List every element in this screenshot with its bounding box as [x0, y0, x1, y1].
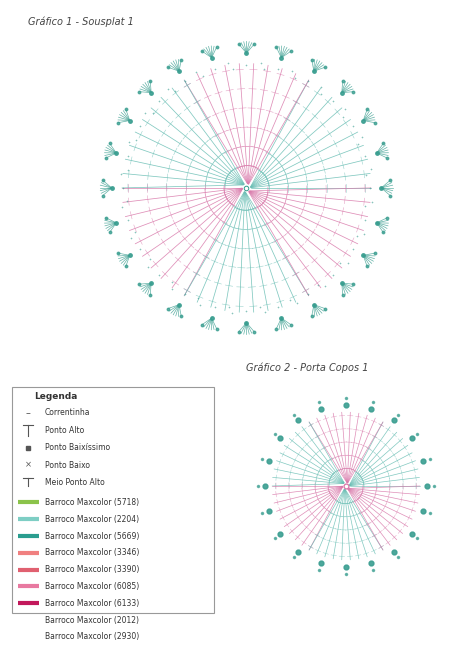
FancyBboxPatch shape: [11, 387, 214, 613]
Text: Barroco Maxcolor (3346): Barroco Maxcolor (3346): [45, 548, 139, 557]
Text: Barroco Maxcolor (6085): Barroco Maxcolor (6085): [45, 582, 139, 591]
Text: Ponto Baixíssimo: Ponto Baixíssimo: [45, 443, 110, 452]
Text: –: –: [26, 408, 31, 418]
Text: Barroco Maxcolor (2204): Barroco Maxcolor (2204): [45, 515, 139, 524]
Text: Legenda: Legenda: [35, 391, 78, 400]
Text: Barroco Maxcolor (2012): Barroco Maxcolor (2012): [45, 616, 139, 625]
Text: Barroco Maxcolor (3390): Barroco Maxcolor (3390): [45, 565, 139, 574]
Text: Barroco Maxcolor (6133): Barroco Maxcolor (6133): [45, 599, 139, 608]
Text: ×: ×: [25, 461, 32, 470]
Text: Barroco Maxcolor (5669): Barroco Maxcolor (5669): [45, 531, 139, 540]
Text: Gráfico 2 - Porta Copos 1: Gráfico 2 - Porta Copos 1: [246, 363, 369, 373]
Text: Barroco Maxcolor (5718): Barroco Maxcolor (5718): [45, 498, 139, 507]
Text: Meio Ponto Alto: Meio Ponto Alto: [45, 478, 105, 487]
Text: Correntinha: Correntinha: [45, 408, 91, 417]
Text: Gráfico 1 - Sousplat 1: Gráfico 1 - Sousplat 1: [28, 16, 134, 27]
Text: Ponto Baixo: Ponto Baixo: [45, 461, 90, 470]
Text: Barroco Maxcolor (2930): Barroco Maxcolor (2930): [45, 632, 139, 642]
Text: Ponto Alto: Ponto Alto: [45, 426, 84, 435]
